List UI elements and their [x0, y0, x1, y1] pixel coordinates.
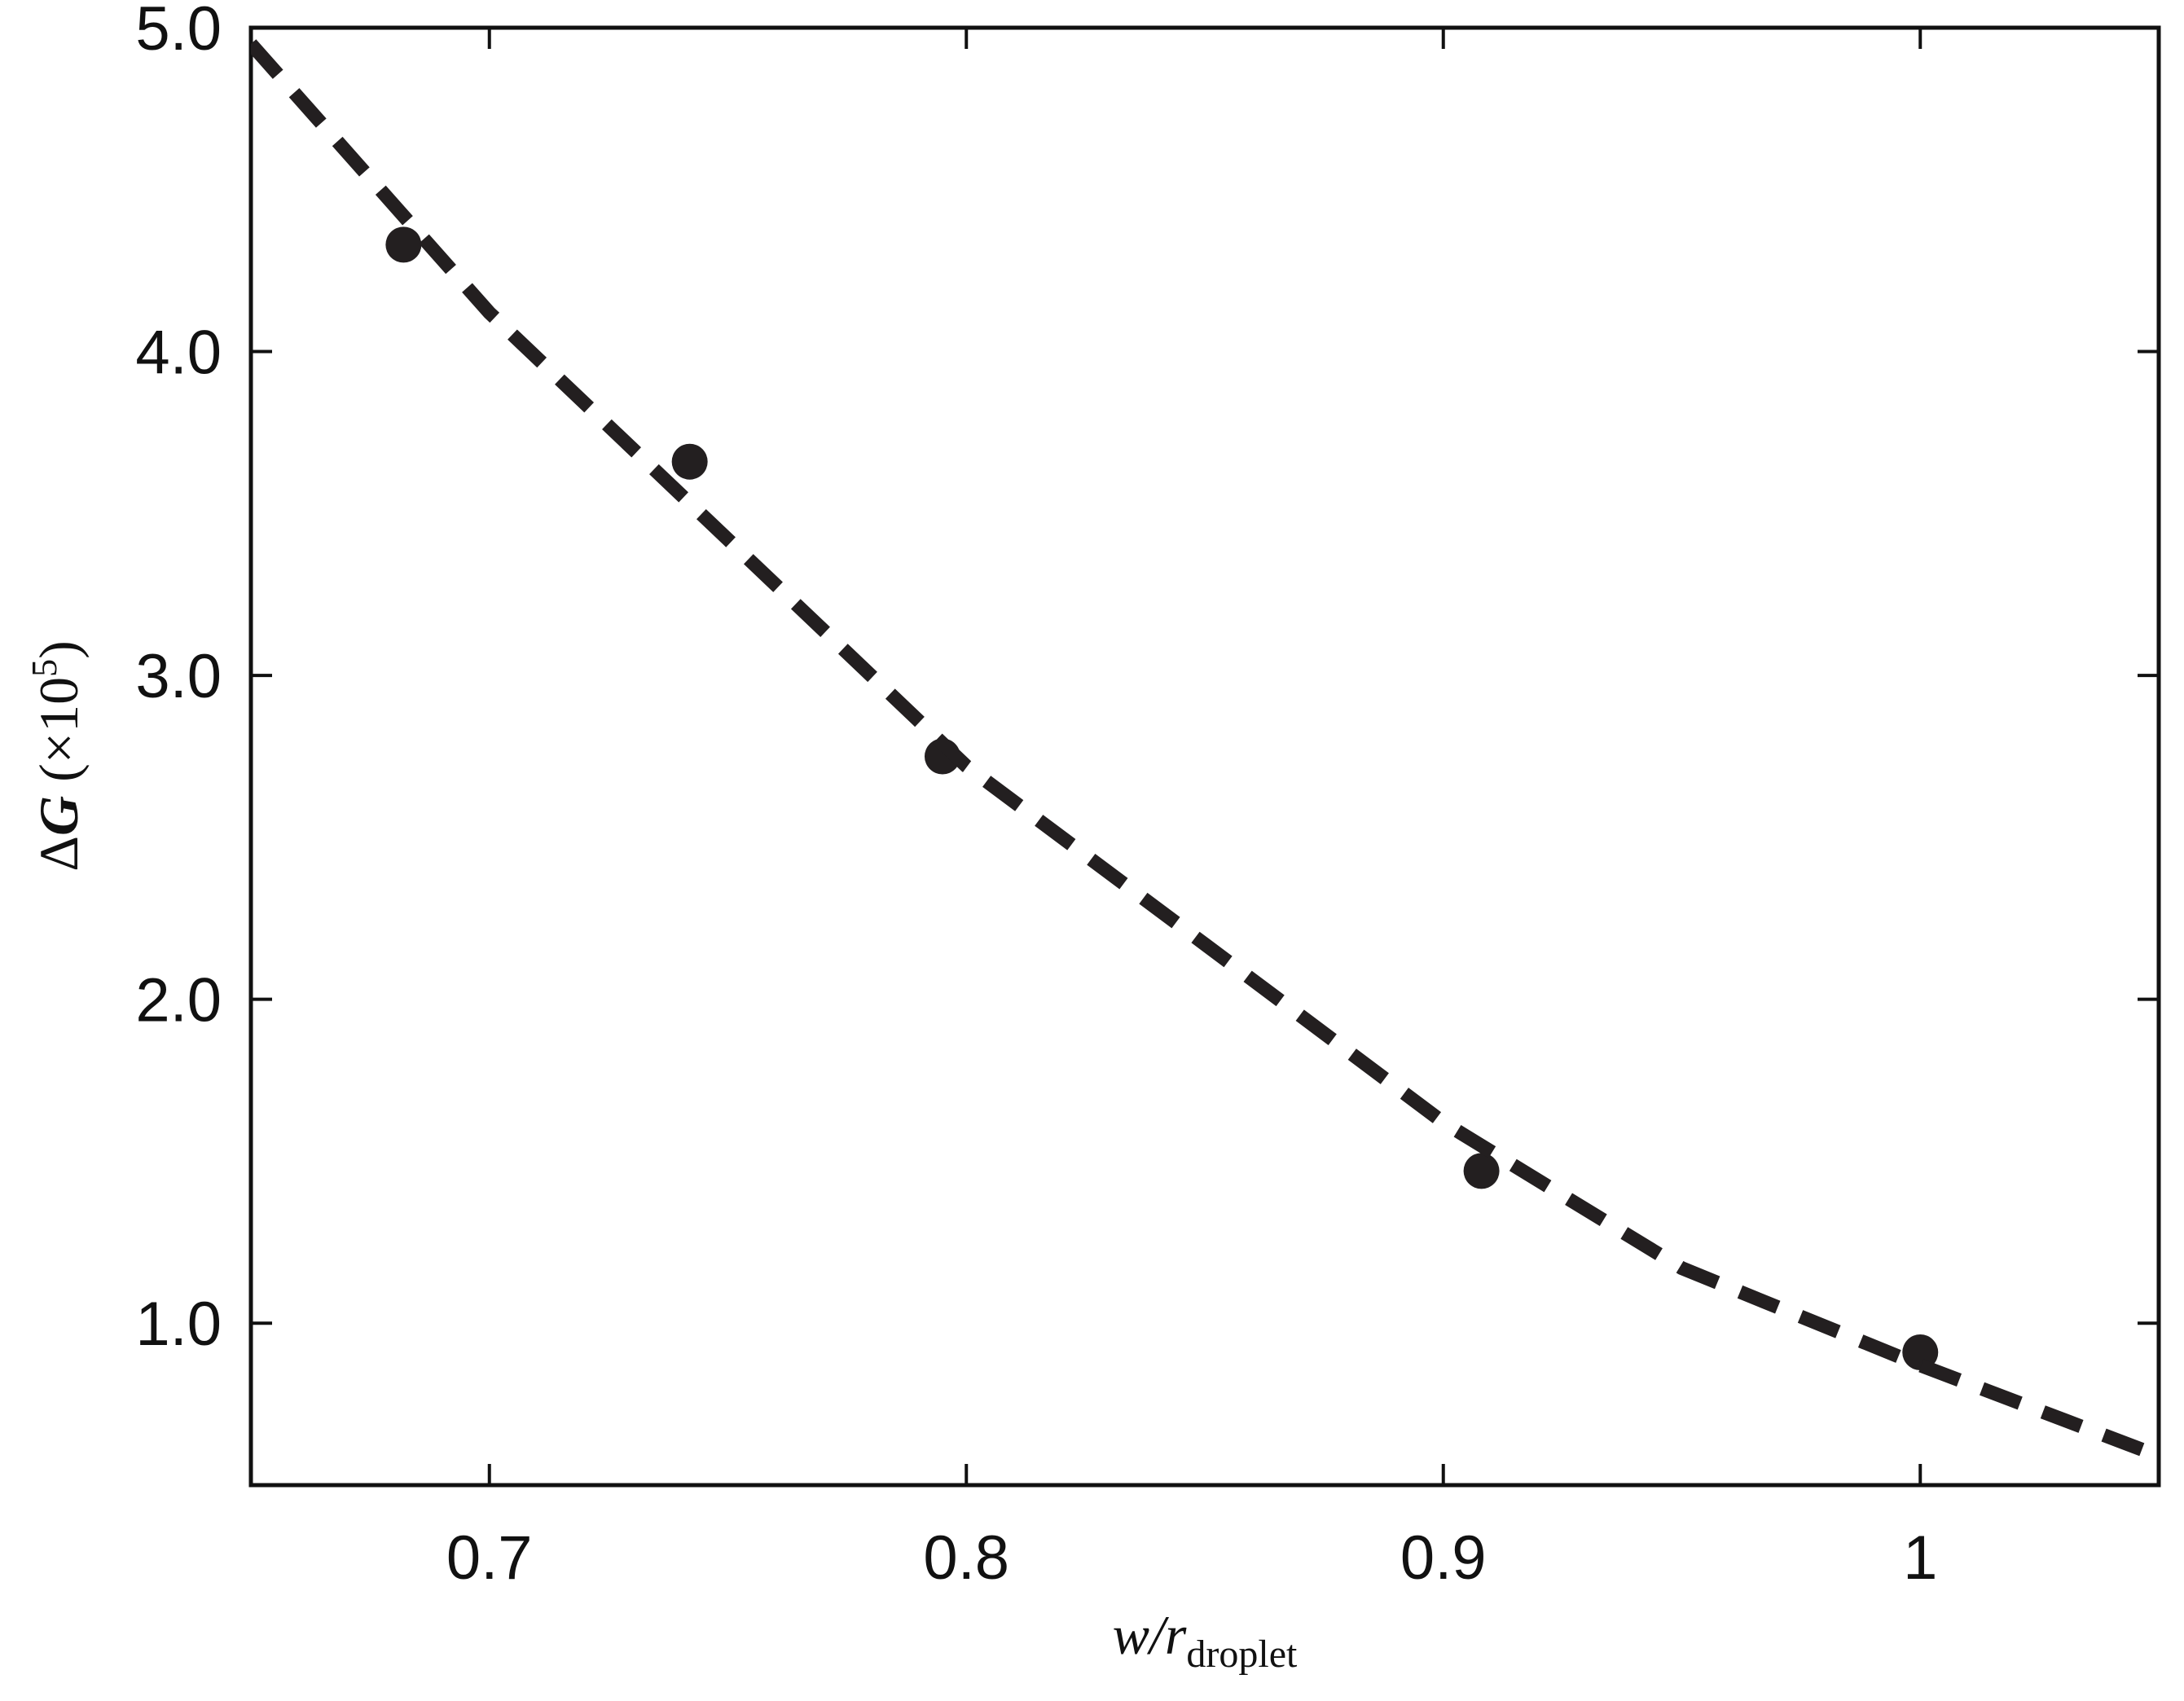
- x-tick-label: 0.8: [923, 1523, 1009, 1593]
- y-tick-label: 2.0: [135, 966, 222, 1035]
- y-label-delta: Δ: [28, 836, 90, 872]
- x-tick-label: 1: [1903, 1523, 1937, 1593]
- data-point: [671, 443, 708, 480]
- y-tick-label: 3.0: [135, 642, 222, 711]
- y-tick-label: 4.0: [135, 319, 222, 388]
- x-label-sub: droplet: [1186, 1633, 1298, 1676]
- data-point: [1463, 1153, 1500, 1189]
- y-tick-label: 5.0: [135, 0, 222, 64]
- data-point: [385, 226, 422, 263]
- y-label-symbol: G: [28, 796, 90, 836]
- y-axis-label: ΔG (×105): [24, 640, 90, 872]
- x-axis-label: w/rdroplet: [1113, 1604, 1298, 1676]
- fit-curve: [251, 39, 2159, 1463]
- x-tick-label: 0.7: [446, 1523, 533, 1593]
- plot-frame: [248, 25, 2161, 1488]
- y-label-unit: (×10: [28, 677, 90, 796]
- y-label-close: ): [28, 640, 90, 659]
- x-label-main: w/r: [1113, 1604, 1187, 1666]
- x-tick-label: 0.9: [1400, 1523, 1487, 1593]
- y-label-exponent: 5: [24, 659, 64, 677]
- y-tick-label: 1.0: [135, 1290, 222, 1359]
